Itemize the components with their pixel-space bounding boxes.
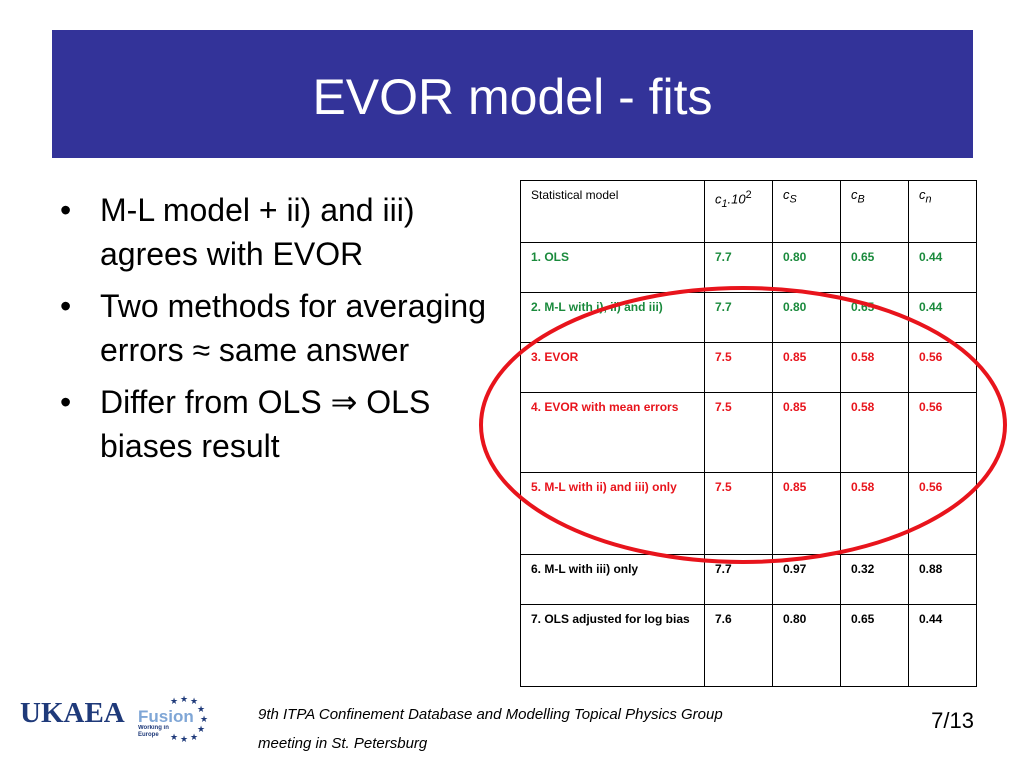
table-cell: 7.5: [704, 392, 773, 473]
table-cell: 0.58: [840, 472, 909, 555]
header-cell: cn: [908, 180, 977, 243]
table-cell: 6. M-L with iii) only: [520, 554, 705, 605]
logo-name: UKAEA: [20, 697, 125, 729]
logo-tagline: Working in Europe: [138, 725, 169, 738]
svg-text:★: ★: [197, 724, 205, 734]
page-number: 7/13: [931, 708, 974, 733]
title-band: [52, 30, 973, 158]
header-base: c: [783, 187, 790, 202]
footer-line: meeting in St. Petersburg: [258, 735, 428, 752]
bullet: Differ from OLS ⇒ OLS biases result: [56, 380, 496, 468]
table-cell: 0.80: [772, 292, 841, 343]
table-cell: 7.7: [704, 554, 773, 605]
table-row: 6. M-L with iii) only 7.7 0.97 0.32 0.88: [520, 554, 977, 605]
footer-line: 9th ITPA Confinement Database and Modell…: [258, 706, 723, 723]
table-cell: 0.65: [840, 292, 909, 343]
table-cell: 0.58: [840, 342, 909, 393]
bullet-list: M-L model + ii) and iii) agrees with EVO…: [56, 188, 496, 476]
table-row: 2. M-L with i), ii) and iii) 7.7 0.80 0.65 0…: [520, 292, 977, 343]
table-cell: 0.58: [840, 392, 909, 473]
header-cell: cB: [840, 180, 909, 243]
bullet: M-L model + ii) and iii) agrees with EVO…: [56, 188, 496, 276]
header-text: Statistical model: [531, 188, 619, 202]
svg-text:★: ★: [170, 732, 178, 742]
table-cell: 7.7: [704, 292, 773, 343]
header-cell: cS: [772, 180, 841, 243]
table-cell: 0.80: [772, 604, 841, 687]
table-cell: 0.32: [840, 554, 909, 605]
table-cell: 7.7: [704, 242, 773, 293]
header-sub: n: [925, 193, 932, 206]
header-base: c: [851, 187, 858, 202]
svg-text:★: ★: [180, 694, 188, 704]
header-base: c: [715, 191, 722, 207]
logo: UKAEA Fusion Working in Europe ★ ★ ★★ ★★★★…: [20, 694, 208, 744]
table-cell: 0.85: [772, 472, 841, 555]
table-cell: 4. EVOR with mean errors: [520, 392, 705, 473]
fits-table: Statistical model c1.102 cS cB cn 1. OLS 7.7 0.…: [520, 180, 977, 687]
header-sub: 1: [721, 197, 728, 210]
header-base: c: [919, 187, 926, 202]
table-cell: 7. OLS adjusted for log bias: [520, 604, 705, 687]
table-cell: 1. OLS: [520, 242, 705, 293]
header-sup: 2: [745, 189, 752, 201]
header-sub: S: [789, 193, 797, 206]
header-cell: Statistical model: [520, 180, 705, 243]
table-cell: 0.65: [840, 242, 909, 293]
table-row: 5. M-L with ii) and iii) only 7.5 0.85 0.58…: [520, 472, 977, 555]
svg-text:★: ★: [190, 696, 198, 706]
table-cell: 0.97: [772, 554, 841, 605]
table-cell: 0.85: [772, 392, 841, 473]
svg-text:★: ★: [197, 704, 205, 714]
header-row: Statistical model c1.102 cS cB cn: [520, 180, 977, 243]
table-cell: 3. EVOR: [520, 342, 705, 393]
table-cell: 0.65: [840, 604, 909, 687]
table-row: 4. EVOR with mean errors 7.5 0.85 0.58 0.56: [520, 392, 977, 473]
table-cell: 0.44: [908, 292, 977, 343]
table-cell: 7.5: [704, 342, 773, 393]
logo-fusion: Fusion: [138, 707, 194, 726]
slide-title: EVOR model - fits: [312, 69, 713, 125]
header-sub: B: [857, 193, 865, 206]
logo-stars: ★ ★ ★★ ★★★★★: [170, 694, 208, 744]
table-cell: 7.6: [704, 604, 773, 687]
svg-text:★: ★: [200, 714, 208, 724]
svg-text:★: ★: [190, 732, 198, 742]
table-cell: 0.56: [908, 472, 977, 555]
table-cell: 0.44: [908, 604, 977, 687]
table-cell: 0.56: [908, 342, 977, 393]
logo-tagline-box: Working in Europe: [138, 725, 169, 738]
svg-text:★: ★: [180, 734, 188, 744]
svg-text:★: ★: [170, 696, 178, 706]
table-row: 7. OLS adjusted for log bias 7.6 0.80 0.65 0…: [520, 604, 977, 687]
table-row: 1. OLS 7.7 0.80 0.65 0.44: [520, 242, 977, 293]
table-cell: 0.85: [772, 342, 841, 393]
table-row: 3. EVOR 7.5 0.85 0.58 0.56: [520, 342, 977, 393]
table-cell: 0.88: [908, 554, 977, 605]
header-cell: c1.102: [704, 180, 773, 243]
header-rest: .10: [727, 191, 746, 207]
table-cell: 5. M-L with ii) and iii) only: [520, 472, 705, 555]
table-cell: 2. M-L with i), ii) and iii): [520, 292, 705, 343]
table-cell: 0.44: [908, 242, 977, 293]
table-cell: 0.56: [908, 392, 977, 473]
bullet: Two methods for averaging errors ≈ same …: [56, 284, 496, 372]
table-cell: 0.80: [772, 242, 841, 293]
table-cell: 7.5: [704, 472, 773, 555]
